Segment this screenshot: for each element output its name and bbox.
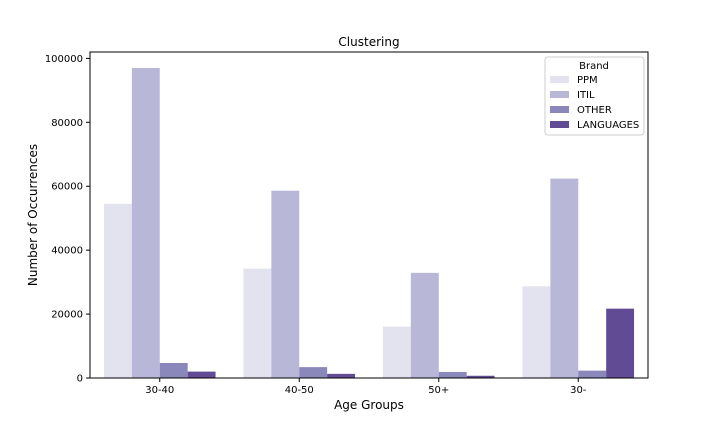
bar-ppm-40-50 (243, 268, 272, 378)
bar-other-50+ (438, 371, 467, 378)
legend: Brand PPM ITIL OTHER LANGUAGES (544, 56, 645, 136)
y-axis-title: Number of Occurrences (26, 144, 40, 286)
chart-title: Clustering (338, 35, 399, 49)
plot-frame (89, 51, 649, 379)
bar-languages-30- (606, 308, 635, 378)
bar-itil-40-50 (271, 190, 300, 378)
legend-label-itil: ITIL (577, 90, 595, 101)
legend-label-languages: LANGUAGES (577, 120, 639, 131)
bar-other-30-40 (159, 362, 188, 378)
x-tick-label: 30-40 (145, 385, 174, 396)
y-tick-label: 40000 (51, 246, 83, 257)
y-tick-label: 80000 (51, 118, 83, 129)
legend-box (544, 56, 645, 136)
bar-other-30- (578, 370, 607, 378)
bar-itil-30-40 (131, 67, 160, 378)
x-tick-label: 50+ (428, 385, 449, 396)
bar-languages-50+ (466, 375, 495, 378)
x-tick-label: 40-50 (285, 385, 314, 396)
y-tick-label: 60000 (51, 182, 83, 193)
legend-swatch-languages (550, 121, 569, 128)
bar-other-40-50 (299, 367, 328, 378)
bar-itil-50+ (410, 272, 439, 378)
bar-languages-40-50 (327, 373, 356, 378)
x-axis: 30-40 40-50 50+ 30- (145, 378, 587, 396)
y-tick-label: 20000 (51, 310, 83, 321)
legend-title: Brand (579, 61, 609, 72)
bar-ppm-30-40 (103, 203, 132, 378)
legend-swatch-itil (550, 91, 569, 98)
x-axis-title: Age Groups (334, 398, 404, 412)
legend-label-ppm: PPM (577, 75, 598, 86)
y-tick-label: 100000 (45, 54, 83, 65)
bar-languages-30-40 (187, 371, 216, 378)
y-tick-label: 0 (77, 374, 83, 385)
legend-swatch-ppm (550, 76, 569, 83)
bar-ppm-30- (522, 286, 551, 378)
bar-itil-30- (550, 178, 579, 378)
x-tick-label: 30- (570, 385, 587, 396)
bar-ppm-50+ (382, 326, 411, 378)
plot-area (89, 51, 649, 379)
y-axis: 0 20000 40000 60000 80000 100000 (45, 54, 90, 385)
legend-label-other: OTHER (577, 105, 612, 116)
legend-swatch-other (550, 106, 569, 113)
